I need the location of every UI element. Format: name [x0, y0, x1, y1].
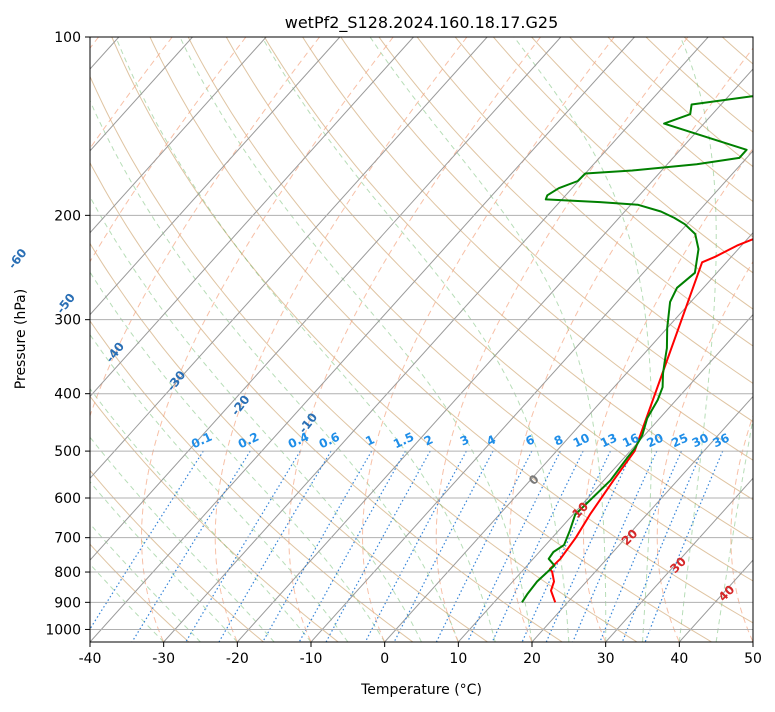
y-tick-label: 800 — [54, 565, 81, 581]
x-tick-label: -40 — [79, 651, 102, 667]
y-tick-label: 300 — [54, 313, 81, 329]
y-tick-label: 400 — [54, 387, 81, 403]
x-tick-label: 0 — [380, 651, 389, 667]
x-tick-label: 30 — [597, 651, 615, 667]
x-tick-label: 50 — [744, 651, 762, 667]
x-tick-label: 20 — [523, 651, 541, 667]
x-tick-label: -30 — [152, 651, 175, 667]
y-tick-label: 1000 — [45, 622, 81, 638]
y-tick-label: 900 — [54, 595, 81, 611]
y-tick-label: 500 — [54, 444, 81, 460]
y-tick-label: 100 — [54, 30, 81, 46]
x-tick-label: 10 — [449, 651, 467, 667]
y-tick-label: 200 — [54, 208, 81, 224]
y-axis-label: Pressure (hPa) — [13, 289, 29, 389]
x-tick-label: -20 — [226, 651, 249, 667]
y-tick-label: 700 — [54, 531, 81, 547]
chart-title: wetPf2_S128.2024.160.18.17.G25 — [285, 13, 559, 33]
x-axis-label: Temperature (°C) — [360, 682, 482, 698]
x-tick-label: -10 — [300, 651, 323, 667]
x-tick-label: 40 — [670, 651, 688, 667]
y-tick-label: 600 — [54, 491, 81, 507]
